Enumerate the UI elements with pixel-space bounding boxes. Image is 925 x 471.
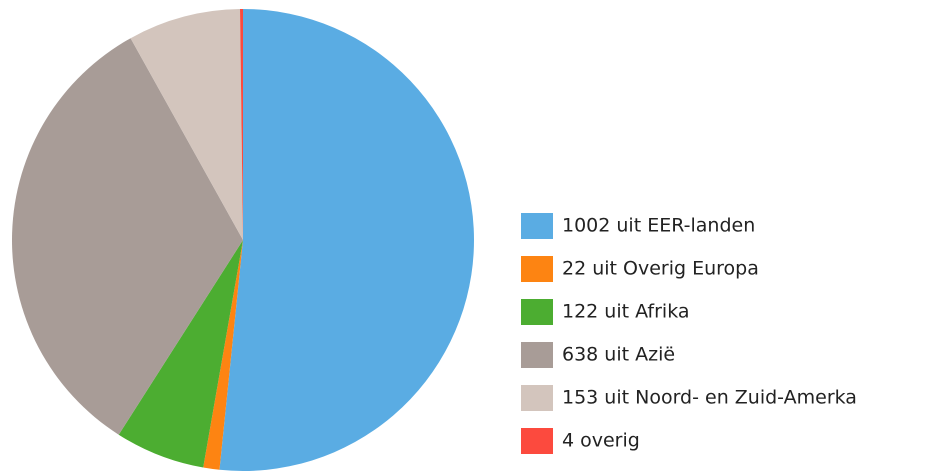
legend-swatch (521, 299, 553, 325)
legend-label: 1002 uit EER-landen (562, 215, 755, 237)
legend-swatch (521, 342, 553, 368)
legend-swatch (521, 385, 553, 411)
legend-label: 4 overig (562, 430, 640, 452)
legend-label: 638 uit Azië (562, 344, 675, 366)
legend-swatch (521, 256, 553, 282)
pie-slice (130, 9, 243, 241)
pie-slice (11, 38, 243, 435)
legend-swatch (521, 428, 553, 454)
pie-slice (219, 8, 475, 471)
pie-slice (203, 240, 243, 470)
pie-slice (240, 9, 243, 240)
legend-label: 22 uit Overig Europa (562, 258, 759, 280)
legend-swatch (521, 213, 553, 239)
legend-label: 153 uit Noord- en Zuid-Amerka (562, 387, 857, 409)
legend-label: 122 uit Afrika (562, 301, 690, 323)
pie-slice (118, 240, 243, 468)
